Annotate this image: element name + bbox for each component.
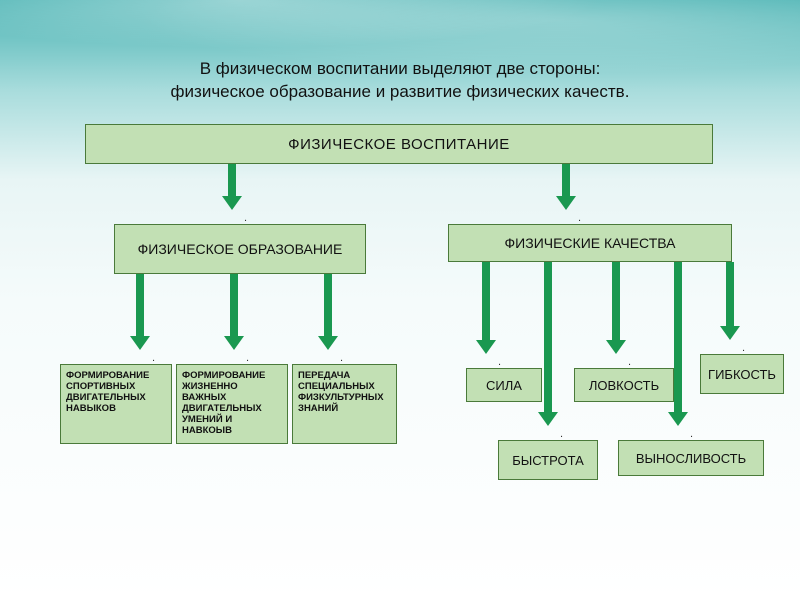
root-node: ФИЗИЧЕСКОЕ ВОСПИТАНИЕ — [85, 124, 713, 164]
arrow-down-icon — [225, 164, 239, 210]
leaf-sila-label: СИЛА — [486, 378, 522, 393]
leaf-education-1: ФОРМИРОВАНИЕ СПОРТИВНЫХ ДВИГАТЕЛЬНЫХ НАВ… — [60, 364, 172, 444]
diagram-stage: В физическом воспитании выделяют две сто… — [0, 0, 800, 600]
leaf-lovkost: ЛОВКОСТЬ — [574, 368, 674, 402]
arrow-down-icon — [559, 164, 573, 210]
dot-icon: . — [628, 356, 631, 368]
leaf-education-2-label: ФОРМИРОВАНИЕ ЖИЗНЕННО ВАЖНЫХ ДВИГАТЕЛЬНЫ… — [182, 371, 282, 437]
dot-icon: . — [246, 352, 249, 364]
dot-icon: . — [560, 428, 563, 440]
leaf-gibkost: ГИБКОСТЬ — [700, 354, 784, 394]
leaf-vynoslivost-label: ВЫНОСЛИВОСТЬ — [636, 451, 746, 466]
dot-icon: . — [742, 342, 745, 354]
root-label: ФИЗИЧЕСКОЕ ВОСПИТАНИЕ — [288, 136, 510, 153]
dot-icon: . — [498, 356, 501, 368]
leaf-vynoslivost: ВЫНОСЛИВОСТЬ — [618, 440, 764, 476]
dot-icon: . — [340, 352, 343, 364]
leaf-lovkost-label: ЛОВКОСТЬ — [589, 378, 659, 393]
arrow-down-icon — [321, 274, 335, 350]
leaf-education-1-label: ФОРМИРОВАНИЕ СПОРТИВНЫХ ДВИГАТЕЛЬНЫХ НАВ… — [66, 371, 166, 415]
arrow-down-icon — [227, 274, 241, 350]
leaf-bystrota-label: БЫСТРОТА — [512, 453, 584, 468]
branch-qualities-label: ФИЗИЧЕСКИЕ КАЧЕСТВА — [505, 235, 676, 251]
arrow-down-icon — [133, 274, 147, 350]
dot-icon: . — [690, 428, 693, 440]
leaf-sila: СИЛА — [466, 368, 542, 402]
arrow-down-icon — [671, 262, 685, 426]
arrow-down-icon — [479, 262, 493, 354]
branch-qualities: ФИЗИЧЕСКИЕ КАЧЕСТВА — [448, 224, 732, 262]
page-title: В физическом воспитании выделяют две сто… — [0, 58, 800, 104]
leaf-education-3: ПЕРЕДАЧА СПЕЦИАЛЬНЫХ ФИЗКУЛЬТУРНЫХ ЗНАНИ… — [292, 364, 397, 444]
leaf-education-3-label: ПЕРЕДАЧА СПЕЦИАЛЬНЫХ ФИЗКУЛЬТУРНЫХ ЗНАНИ… — [298, 371, 391, 415]
leaf-gibkost-label: ГИБКОСТЬ — [708, 367, 776, 382]
dot-icon: . — [152, 352, 155, 364]
title-line-1: В физическом воспитании выделяют две сто… — [200, 59, 601, 78]
branch-education-label: ФИЗИЧЕСКОЕ ОБРАЗОВАНИЕ — [138, 241, 343, 257]
arrow-down-icon — [541, 262, 555, 426]
branch-education: ФИЗИЧЕСКОЕ ОБРАЗОВАНИЕ — [114, 224, 366, 274]
title-line-2: физическое образование и развитие физиче… — [171, 82, 630, 101]
leaf-bystrota: БЫСТРОТА — [498, 440, 598, 480]
dot-icon: . — [578, 212, 581, 224]
arrow-down-icon — [609, 262, 623, 354]
dot-icon: . — [244, 212, 247, 224]
arrow-down-icon — [723, 262, 737, 340]
leaf-education-2: ФОРМИРОВАНИЕ ЖИЗНЕННО ВАЖНЫХ ДВИГАТЕЛЬНЫ… — [176, 364, 288, 444]
